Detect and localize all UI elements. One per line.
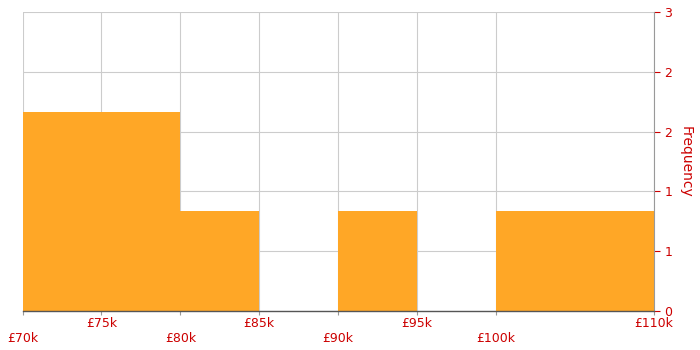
Text: £80k: £80k <box>164 332 196 345</box>
Text: £110k: £110k <box>634 317 673 330</box>
Text: £85k: £85k <box>244 317 275 330</box>
Text: £100k: £100k <box>477 332 515 345</box>
Bar <box>338 211 417 311</box>
Bar <box>22 112 181 311</box>
Text: £75k: £75k <box>86 317 117 330</box>
Text: £95k: £95k <box>402 317 433 330</box>
Bar <box>496 211 654 311</box>
Text: £90k: £90k <box>323 332 354 345</box>
Y-axis label: Frequency: Frequency <box>679 126 693 197</box>
Bar <box>181 211 259 311</box>
Text: £70k: £70k <box>7 332 38 345</box>
